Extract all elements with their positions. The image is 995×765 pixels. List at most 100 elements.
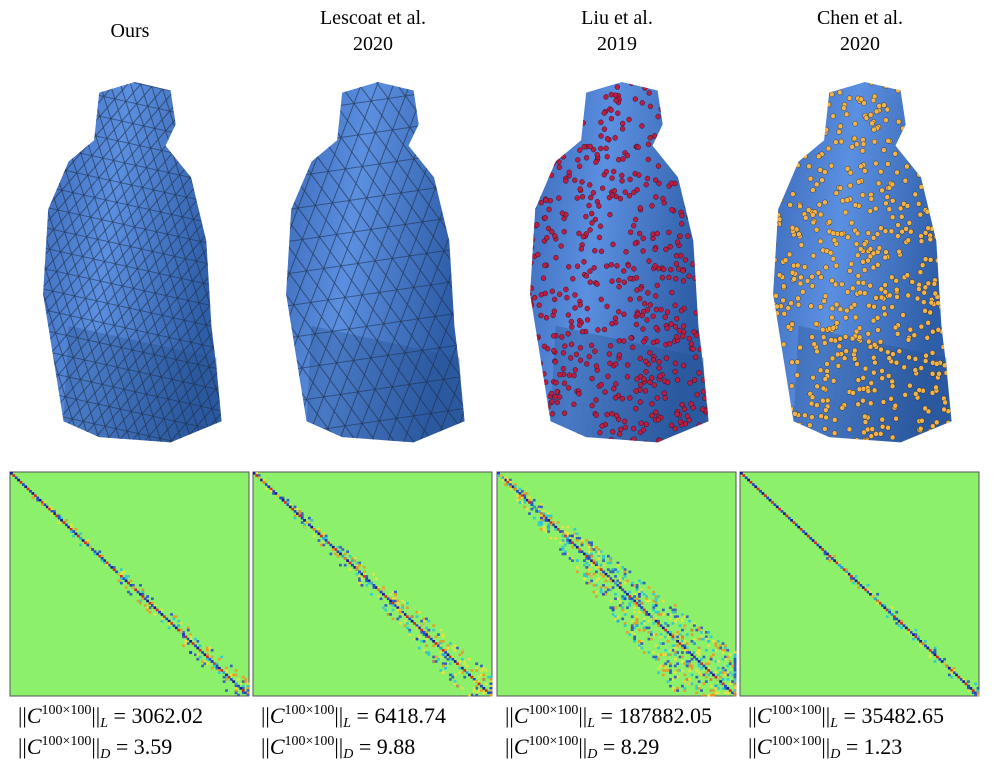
diag-cell — [700, 662, 703, 665]
noise-cell — [683, 680, 686, 683]
diag-cell — [797, 526, 800, 529]
sample-point — [600, 440, 605, 445]
diag-cell — [420, 629, 423, 632]
sample-point — [577, 391, 582, 396]
noise-cell — [633, 640, 636, 643]
noise-cell — [674, 671, 677, 674]
sample-point — [795, 263, 800, 268]
diag-cell — [58, 517, 61, 520]
sample-point — [775, 418, 780, 423]
diag-cell — [609, 577, 612, 580]
diag-cell — [361, 573, 364, 576]
diag-cell — [337, 550, 340, 553]
sample-point — [617, 352, 622, 357]
noise-cell — [636, 588, 639, 591]
diag-cell — [631, 597, 634, 600]
sample-point — [865, 427, 870, 432]
sample-point — [939, 158, 944, 163]
noise-cell — [612, 609, 615, 612]
noise-cell — [588, 555, 591, 558]
noise-cell — [559, 541, 562, 544]
diag-cell — [232, 680, 235, 683]
sample-point — [919, 234, 924, 239]
sample-point — [607, 352, 612, 357]
sample-point — [617, 338, 622, 343]
sample-point — [856, 273, 861, 278]
noise-cell — [648, 620, 651, 623]
sample-point — [953, 348, 958, 353]
noise-cell — [698, 647, 701, 650]
diag-cell — [645, 611, 648, 614]
sample-point — [949, 359, 954, 364]
noise-cell — [153, 613, 156, 616]
noise-cell — [490, 680, 493, 683]
sample-point — [851, 390, 856, 395]
sample-point — [897, 249, 902, 254]
noise-cell — [648, 586, 651, 589]
noise-cell — [451, 674, 454, 677]
diag-cell — [793, 521, 796, 524]
noise-cell — [187, 629, 190, 632]
sample-point — [641, 427, 646, 432]
sample-point — [551, 128, 556, 133]
diag-cell — [144, 597, 147, 600]
sample-point — [662, 391, 667, 396]
sample-point — [771, 361, 776, 366]
sample-point — [893, 403, 898, 408]
noise-cell — [662, 613, 665, 616]
sample-point — [561, 350, 566, 355]
diag-cell — [660, 624, 663, 627]
noise-cell — [876, 600, 879, 603]
diag-cell — [783, 512, 786, 515]
sample-point — [599, 249, 604, 254]
noise-cell — [686, 665, 689, 668]
sample-point — [797, 204, 802, 209]
noise-cell — [53, 510, 56, 513]
diag-cell — [327, 541, 330, 544]
sample-point — [585, 306, 590, 311]
noise-cell — [717, 667, 720, 670]
sample-point — [538, 158, 543, 163]
noise-cell — [638, 629, 641, 632]
sample-point — [555, 90, 560, 95]
noise-cell — [306, 521, 309, 524]
noise-cell — [463, 676, 466, 679]
noise-cell — [660, 633, 663, 636]
noise-cell — [667, 624, 670, 627]
noise-cell — [547, 526, 550, 529]
noise-cell — [609, 588, 612, 591]
sample-point — [675, 441, 680, 446]
diag-cell — [941, 660, 944, 663]
sample-point — [555, 400, 560, 405]
noise-cell — [206, 662, 209, 665]
diag-cell — [862, 586, 865, 589]
noise-cell — [361, 584, 364, 587]
sample-point — [781, 342, 786, 347]
sample-point — [648, 302, 653, 307]
sample-point — [923, 308, 928, 313]
sample-point — [838, 336, 843, 341]
sample-point — [901, 126, 906, 131]
sample-point — [561, 366, 566, 371]
sample-point — [787, 123, 792, 128]
noise-cell — [619, 577, 622, 580]
sample-point — [766, 238, 771, 243]
diag-cell — [507, 481, 510, 484]
sample-point — [622, 419, 627, 424]
noise-cell — [399, 609, 402, 612]
noise-cell — [724, 656, 727, 659]
norm-subscript: L — [830, 716, 838, 731]
sample-point — [587, 203, 592, 208]
noise-cell — [247, 689, 250, 692]
diag-cell — [48, 508, 51, 511]
noise-cell — [619, 580, 622, 583]
noise-cell — [700, 638, 703, 641]
noise-cell — [325, 539, 328, 542]
sample-point — [889, 275, 894, 280]
sample-point — [830, 306, 835, 311]
diag-cell — [387, 597, 390, 600]
noise-cell — [442, 653, 445, 656]
noise-cell — [669, 606, 672, 609]
noise-cell — [729, 671, 732, 674]
sample-point — [811, 253, 816, 258]
